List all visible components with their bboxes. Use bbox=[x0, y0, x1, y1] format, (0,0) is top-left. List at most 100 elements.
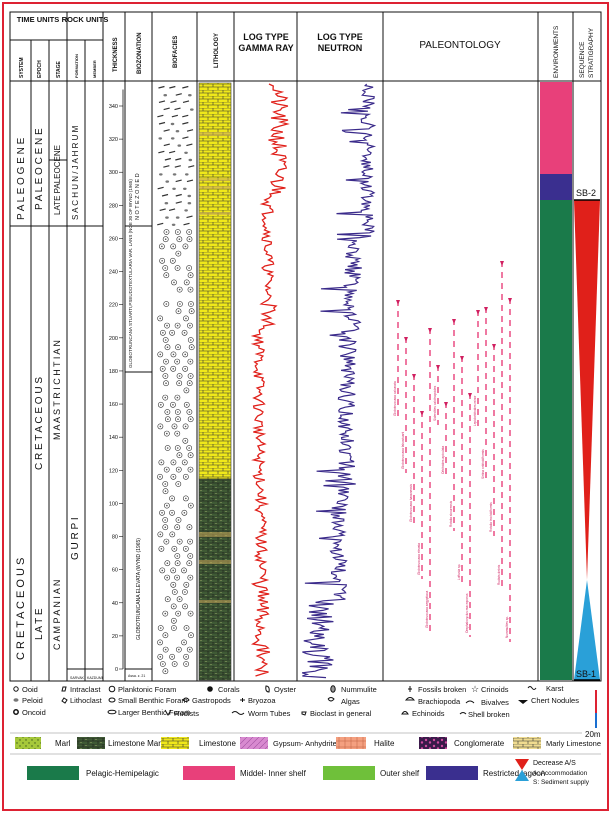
epoch-late: L A T E bbox=[34, 608, 45, 640]
thickness-tick-label: 300 bbox=[109, 170, 118, 176]
legend-inner-shelf: Middel- Inner shelf bbox=[240, 769, 307, 778]
header-epoch: EPOCH bbox=[37, 60, 43, 78]
header-gamma-line2: GAMMA RAY bbox=[238, 43, 293, 53]
legend-echinoids: Echinoids bbox=[412, 709, 445, 718]
pelagic-swatch bbox=[27, 766, 79, 780]
taxon-label: Globotruncana aegyptiaca bbox=[425, 591, 429, 628]
taxon-label: Globotruncana havanensis bbox=[409, 484, 413, 522]
legend-lithology: Marl Limestone Marl Limestone Gypsum- An… bbox=[10, 732, 601, 755]
header-formation: FORMATION bbox=[74, 54, 79, 78]
stage-campanian: C A M P A N I A N bbox=[52, 580, 62, 650]
legend-accommodation: A: Accommodation bbox=[533, 770, 588, 777]
env-lagoon bbox=[540, 174, 572, 200]
legend-nummulite: Nummulite bbox=[341, 685, 377, 694]
taxon-label: Rotalia trochidiformis bbox=[489, 502, 493, 532]
thickness-tick-label: 280 bbox=[109, 203, 118, 209]
peloid-icon bbox=[13, 698, 19, 702]
legend-crinoids: Crinoids bbox=[481, 685, 509, 694]
header-member: MEMBER bbox=[92, 60, 97, 78]
oncoid-icon bbox=[13, 709, 19, 715]
taxon-label: Siderolites calcitrapoides bbox=[433, 385, 437, 421]
header-gamma-line1: LOG TYPE bbox=[243, 32, 289, 42]
gamma-ray-log bbox=[250, 83, 290, 677]
thickness-tick-label: 260 bbox=[109, 236, 118, 242]
system-cretaceous: C R E T A C E O U S bbox=[15, 558, 27, 660]
sb2-label: SB-2 bbox=[576, 188, 596, 198]
system-paleogene: P A L E O G E N E bbox=[16, 137, 27, 220]
bioclast-icon bbox=[301, 711, 307, 716]
thickness-tick-label: 0 bbox=[115, 667, 118, 673]
legend-gastropods: Gastropods bbox=[192, 696, 231, 705]
legend-planktonic: Planktonic Foram bbox=[118, 685, 176, 694]
legend-small-benthic: Small Benthic Foram bbox=[118, 696, 188, 705]
bivalves-icon bbox=[465, 700, 475, 704]
legend-shell-broken: Shell broken bbox=[468, 710, 510, 719]
epoch-paleocene: P A L E O C E N E bbox=[34, 128, 45, 210]
lithology-bands bbox=[199, 132, 231, 603]
legend-marly-limestone: Marly Limestone bbox=[546, 739, 601, 748]
legend-environments: Pelagic-Hemipelagic Middel- Inner shelf … bbox=[27, 759, 590, 786]
taxon-label: Globotruncana calcarata bbox=[393, 381, 397, 416]
header-environments: ENVIRONMENTS bbox=[553, 25, 560, 78]
taxon-label: Loftusia sp. bbox=[457, 564, 461, 580]
header-rock-units: ROCK UNITS bbox=[62, 15, 109, 24]
member-kazdumi: KAZDUMI bbox=[87, 676, 103, 680]
legend-algas: Algas bbox=[341, 697, 360, 706]
legend-karst: Karst bbox=[546, 684, 564, 693]
sequence-column: SB-2 SB-1 bbox=[574, 188, 600, 681]
outer-shelf-swatch bbox=[323, 766, 375, 780]
stage-late-paleocene: LATE PALEOCENE bbox=[53, 145, 62, 215]
conglomerate-swatch bbox=[419, 737, 447, 749]
limestone-swatch bbox=[161, 737, 189, 749]
legend-symbols: Ooid Peloid Oncoid Intraclast Lithoclast… bbox=[13, 684, 601, 739]
nummulite-icon bbox=[330, 685, 336, 693]
oyster-icon bbox=[265, 685, 270, 693]
header-sequence-line2: STRATIGRAPHY bbox=[588, 27, 595, 78]
taxon-label: Omphalocyclus macroporus bbox=[465, 593, 469, 633]
header-biozonation: BIOZONATION bbox=[137, 32, 143, 74]
legend-marl: Marl bbox=[55, 739, 71, 748]
fossils-broken-icon bbox=[408, 686, 412, 692]
biozone-elevata: GLOBOTRUNCANA ELEVATA (WYND (1965) bbox=[136, 538, 142, 640]
legend-oncoid: Oncoid bbox=[22, 708, 46, 717]
header-system: SYSTEM bbox=[19, 57, 25, 78]
thickness-tick-label: 140 bbox=[109, 435, 118, 441]
taxon-label: Globotruncana falsostuarti bbox=[401, 431, 405, 469]
taxon-label: Globotruncana elevata bbox=[417, 543, 421, 575]
header-neutron-line1: LOG TYPE bbox=[317, 32, 363, 42]
thickness-tick-label: 40 bbox=[112, 601, 118, 607]
biozone-stuarti: GLOBOTRUNCANA STUARTI,PSEUDOTEXTULARIA V… bbox=[128, 179, 133, 368]
header-neutron-line2: NEUTRON bbox=[318, 43, 363, 53]
thickness-tick-label: 80 bbox=[112, 535, 118, 541]
rock-units-line: ROCK UNITS bbox=[62, 15, 109, 24]
header-sequence-line1: SEQUENCE bbox=[579, 41, 586, 78]
legend-fossils-broken: Fossils broken bbox=[418, 685, 466, 694]
thickness-tick-label: 160 bbox=[109, 402, 118, 408]
stage-maastrichtian: M A A S T R I C H T I A N bbox=[52, 340, 62, 440]
decrease-red-icon bbox=[515, 759, 529, 770]
legend-chert: Chert Nodules bbox=[531, 696, 579, 705]
header-lithology: LITHOLOGY bbox=[214, 33, 220, 68]
intraclast-icon bbox=[61, 686, 67, 692]
limestone-marl-swatch bbox=[77, 737, 105, 749]
legend-decrease-title: Decrease A/S bbox=[533, 760, 576, 767]
thickness-tick-label: 340 bbox=[109, 104, 118, 110]
legend-scale: 20m bbox=[585, 730, 601, 739]
env-inner-shelf bbox=[540, 82, 572, 174]
lithology-limestone-marl bbox=[198, 478, 232, 681]
legend-gypsum: Gypsum- Anhydrite bbox=[273, 739, 337, 748]
brachiopoda-icon bbox=[404, 697, 416, 701]
small-benthic-icon bbox=[108, 697, 116, 703]
thickness-tick-label: 100 bbox=[109, 501, 118, 507]
legend-brachiopoda: Brachiopoda bbox=[418, 697, 461, 706]
legend-bryozoa: Bryozoa bbox=[248, 696, 276, 705]
legend-rudists: Rudists bbox=[174, 709, 199, 718]
legend-bioclast: Bioclast in general bbox=[310, 709, 372, 718]
legend-sediment-supply: S: Sediment supply bbox=[533, 779, 590, 786]
echinoids-icon bbox=[401, 711, 409, 715]
sequence-red-triangle bbox=[574, 200, 600, 580]
legend-lithoclast: Lithoclast bbox=[70, 696, 103, 705]
biofacies-symbols bbox=[157, 85, 195, 675]
halite-swatch bbox=[336, 737, 366, 749]
grid bbox=[9, 11, 602, 682]
